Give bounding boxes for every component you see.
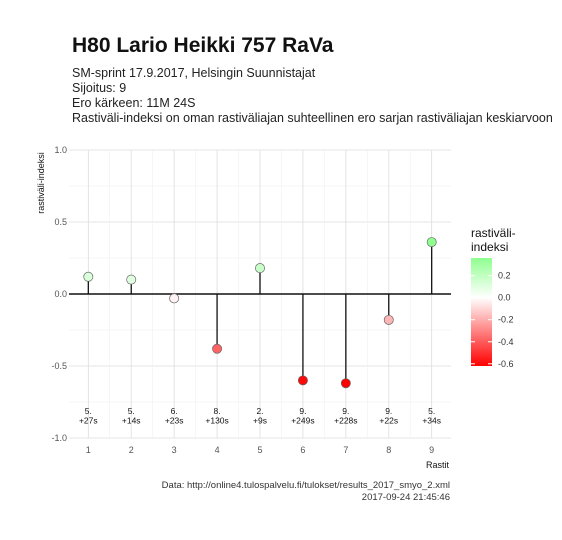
point-label: 8. xyxy=(214,406,221,416)
legend-tick-label: -0.6 xyxy=(498,359,514,369)
point-label: 9. xyxy=(342,406,349,416)
point-label: 5. xyxy=(428,406,435,416)
legend-title-line-2: indeksi xyxy=(471,240,508,254)
legend-tick-label: -0.4 xyxy=(498,337,514,347)
subtitle-placement: Sijoitus: 9 xyxy=(72,81,127,95)
x-tick-label: 6 xyxy=(300,445,305,455)
x-tick-label: 5 xyxy=(257,445,262,455)
subtitle-description: Rastiväli-indeksi on oman rastiväliajan … xyxy=(72,111,553,125)
data-point xyxy=(83,271,94,282)
y-tick-label: 0.5 xyxy=(54,217,67,227)
point-label: +23s xyxy=(165,416,184,426)
legend-ticks: 0.2 0.0 -0.2 -0.4 -0.6 xyxy=(471,271,514,369)
data-point xyxy=(383,314,394,325)
point-label: +34s xyxy=(422,416,441,426)
data-point xyxy=(126,274,137,285)
lollipop-stems xyxy=(87,242,433,384)
caption-source: Data: http://online4.tulospalvelu.fi/tul… xyxy=(161,480,450,491)
point-label: +9s xyxy=(253,416,267,426)
point-label: +130s xyxy=(205,416,228,426)
data-point xyxy=(340,378,351,389)
subtitle-event: SM-sprint 17.9.2017, Helsingin Suunnista… xyxy=(72,66,316,80)
lollipop-points xyxy=(83,237,437,389)
legend-tick-label: -0.2 xyxy=(498,315,514,325)
x-tick-label: 7 xyxy=(343,445,348,455)
x-tick-labels: 1 2 3 4 5 6 7 8 9 xyxy=(86,445,434,455)
chart-title: H80 Lario Heikki 757 RaVa xyxy=(72,34,334,57)
legend-colorbar xyxy=(471,258,492,366)
data-point xyxy=(297,375,308,386)
point-label: 5. xyxy=(128,406,135,416)
subtitle-gap: Ero kärkeen: 11M 24S xyxy=(72,96,196,110)
point-label: 5. xyxy=(85,406,92,416)
data-point xyxy=(169,293,180,304)
x-tick-label: 8 xyxy=(386,445,391,455)
y-tick-label: -0.5 xyxy=(51,361,67,371)
point-labels: 5.+27s5.+14s6.+23s8.+130s2.+9s9.+249s9.+… xyxy=(79,406,441,426)
legend-title-line-1: rastiväli- xyxy=(471,226,516,240)
color-legend: rastiväli- indeksi 0.2 0.0 -0.2 -0.4 -0.6 xyxy=(471,226,516,369)
point-label: +14s xyxy=(122,416,141,426)
x-tick-label: 9 xyxy=(429,445,434,455)
x-tick-label: 1 xyxy=(86,445,91,455)
data-point xyxy=(212,343,223,354)
point-label: 2. xyxy=(256,406,263,416)
caption-timestamp: 2017-09-24 21:45:46 xyxy=(361,492,450,503)
point-label: +22s xyxy=(379,416,398,426)
data-point xyxy=(255,263,265,274)
x-tick-label: 2 xyxy=(129,445,134,455)
legend-tick-label: 0.2 xyxy=(498,271,511,281)
y-tick-labels: -1.0 -0.5 0.0 0.5 1.0 xyxy=(51,145,67,443)
point-label: +27s xyxy=(79,416,98,426)
x-tick-label: 3 xyxy=(172,445,177,455)
y-tick-label: -1.0 xyxy=(51,433,67,443)
x-tick-label: 4 xyxy=(215,445,220,455)
point-label: 6. xyxy=(171,406,178,416)
point-label: 9. xyxy=(385,406,392,416)
x-axis-label: Rastit xyxy=(426,460,450,470)
point-label: +228s xyxy=(334,416,357,426)
y-tick-label: 1.0 xyxy=(54,145,67,155)
point-label: 9. xyxy=(299,406,306,416)
point-label: +249s xyxy=(291,416,314,426)
data-point xyxy=(426,237,437,248)
y-axis-label: rastiväli-indeksi xyxy=(36,152,46,214)
legend-tick-label: 0.0 xyxy=(498,293,511,303)
y-tick-label: 0.0 xyxy=(54,289,67,299)
